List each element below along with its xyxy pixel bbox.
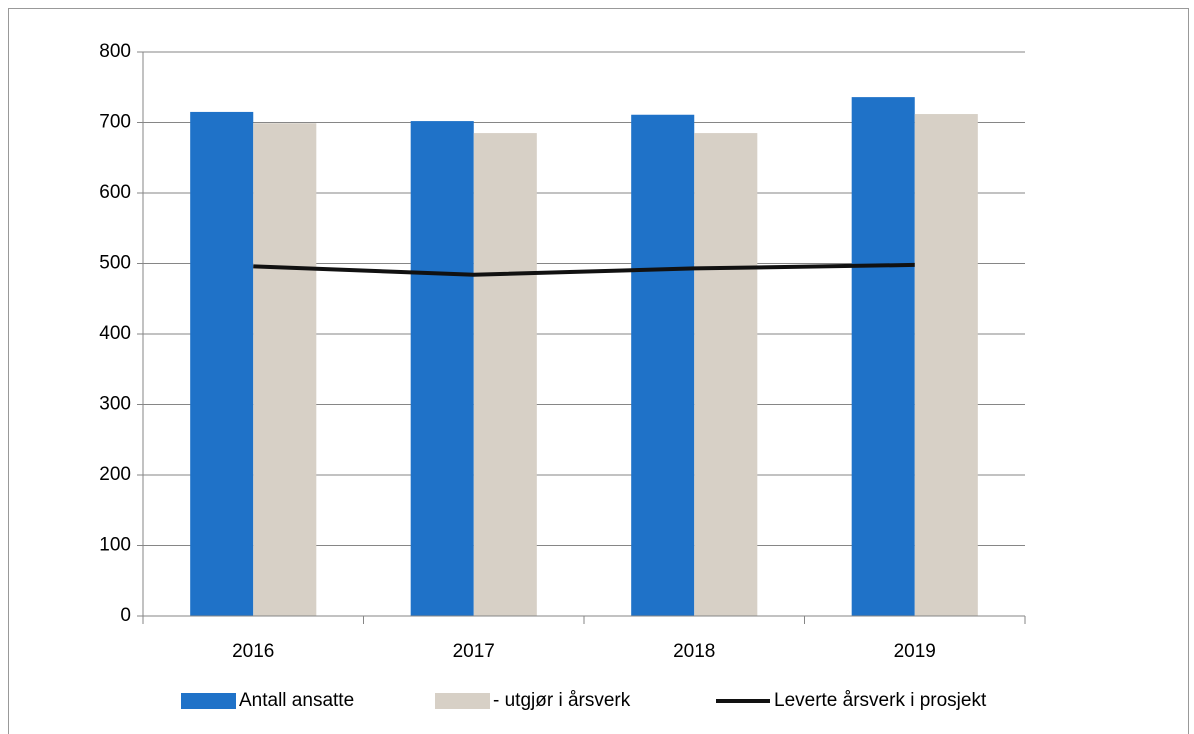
bar (410, 121, 474, 616)
bar (190, 111, 254, 617)
bar (851, 97, 915, 617)
legend-label: Leverte årsverk i prosjekt (774, 690, 987, 711)
x-tick-label: 2019 (894, 641, 936, 662)
y-tick-label: 0 (120, 605, 131, 626)
bar (473, 133, 537, 616)
y-tick-label: 100 (99, 535, 131, 556)
y-tick-label: 500 (99, 253, 131, 274)
y-tick-label: 700 (99, 112, 131, 133)
y-tick-label: 400 (99, 323, 131, 344)
y-tick-label: 200 (99, 464, 131, 485)
legend-label: - utgjør i årsverk (493, 690, 631, 711)
bar (914, 114, 978, 616)
y-tick-label: 800 (99, 41, 131, 62)
chart-frame (8, 8, 1189, 734)
legend-swatch (181, 693, 236, 709)
bar (694, 133, 758, 616)
legend-label: Antall ansatte (239, 690, 354, 711)
legend-swatch (435, 693, 490, 709)
x-tick-label: 2017 (453, 641, 495, 662)
x-tick-label: 2016 (232, 641, 274, 662)
x-tick-label: 2018 (673, 641, 715, 662)
line-series (253, 262, 915, 277)
y-tick-label: 300 (99, 394, 131, 415)
y-tick-label: 600 (99, 182, 131, 203)
bar (253, 123, 317, 616)
bar (631, 114, 695, 617)
